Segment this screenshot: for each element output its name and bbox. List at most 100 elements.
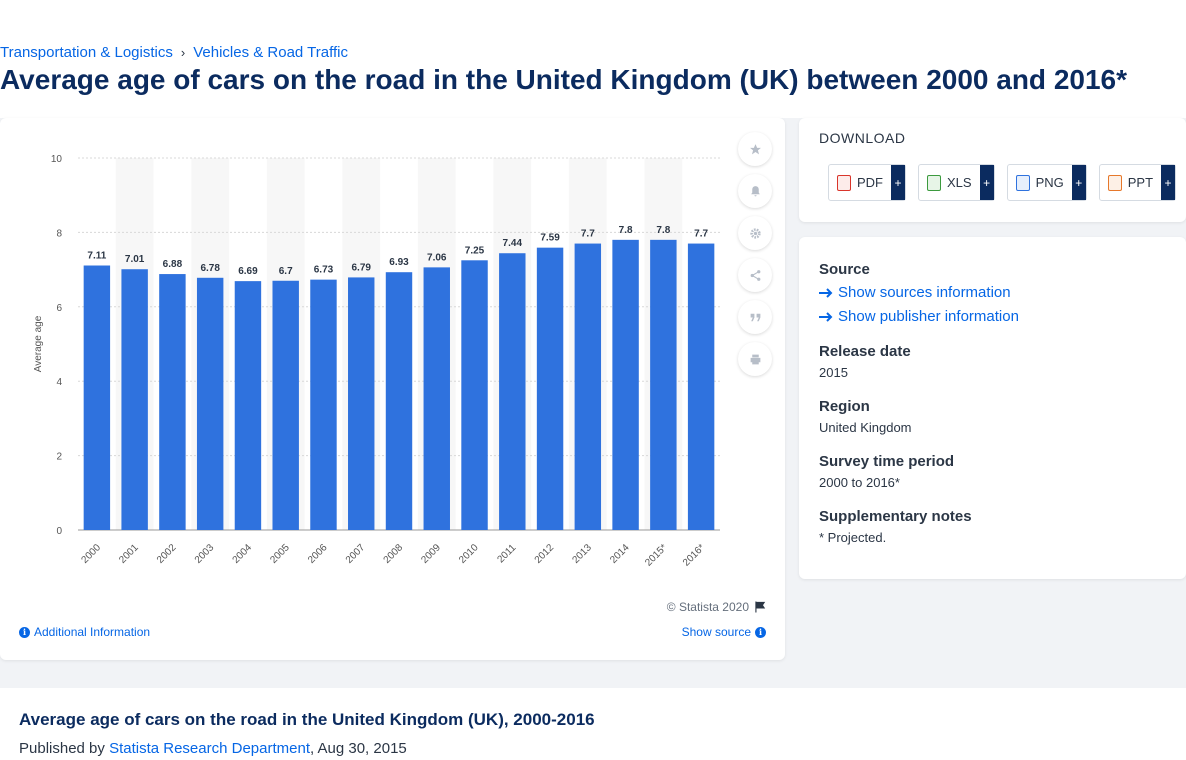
download-xls-button[interactable]: XLS +	[918, 164, 995, 201]
print-button[interactable]	[738, 342, 772, 376]
survey-period-value: 2000 to 2016*	[819, 475, 900, 490]
x-tick-label: 2000	[79, 542, 103, 566]
cite-button[interactable]	[738, 300, 772, 334]
png-file-icon	[1015, 174, 1030, 191]
bar	[196, 277, 224, 530]
data-label: 7.7	[581, 229, 595, 240]
x-tick-label: 2007	[344, 542, 368, 566]
y-tick-label: 0	[56, 526, 62, 537]
download-png-label: PNG	[1035, 175, 1064, 190]
bar	[499, 253, 526, 530]
quote-icon	[750, 313, 760, 321]
x-tick-label: 2010	[457, 542, 481, 566]
x-tick-label: 2004	[231, 542, 255, 566]
chart-toolbar	[738, 132, 772, 376]
survey-period-heading: Survey time period	[819, 453, 955, 470]
info-icon: i	[19, 626, 30, 638]
top-bar	[0, 0, 1186, 36]
x-tick-label: 2006	[306, 542, 330, 566]
data-label: 7.44	[503, 238, 523, 249]
download-ppt-button[interactable]: PPT +	[1098, 164, 1177, 201]
statistic-subtitle: Average age of cars on the road in the U…	[19, 710, 595, 729]
plus-icon: +	[891, 165, 905, 200]
release-date-heading: Release date	[819, 343, 911, 360]
data-label: 6.73	[314, 265, 334, 276]
x-tick-label: 2002	[155, 542, 179, 566]
info-icon: i	[755, 626, 766, 638]
data-label: 6.93	[389, 257, 409, 268]
x-tick-label: 2012	[533, 542, 557, 566]
region-value: United Kingdom	[819, 420, 912, 435]
breadcrumb-link-vehicles[interactable]: Vehicles & Road Traffic	[193, 44, 349, 61]
pdf-file-icon	[837, 174, 851, 191]
supplementary-notes-heading: Supplementary notes	[819, 508, 972, 525]
show-source-link[interactable]: Show source i	[682, 625, 766, 639]
show-sources-label: Show sources information	[838, 284, 1011, 301]
flag-icon[interactable]	[755, 601, 766, 613]
x-tick-label: 2001	[117, 542, 141, 566]
copyright-notice: © Statista 2020	[667, 600, 766, 614]
bar	[385, 272, 413, 530]
data-label: 7.8	[619, 225, 633, 236]
show-publisher-label: Show publisher information	[838, 308, 1019, 325]
bar	[536, 247, 564, 531]
x-tick-label: 2014	[608, 542, 632, 566]
bar	[121, 269, 148, 530]
data-label: 7.25	[465, 245, 485, 256]
ppt-file-icon	[1107, 174, 1122, 191]
published-prefix: Published by	[19, 740, 110, 757]
data-label: 6.7	[279, 266, 293, 277]
download-pdf-button[interactable]: PDF +	[828, 164, 906, 201]
data-label: 6.78	[200, 263, 220, 274]
bar	[574, 243, 602, 530]
page-title: Average age of cars on the road in the U…	[0, 64, 1127, 95]
x-tick-label: 2013	[570, 542, 594, 566]
arrow-right-icon	[819, 311, 833, 322]
bar	[612, 239, 639, 530]
data-label: 7.7	[694, 229, 708, 240]
additional-info-link[interactable]: i Additional Information	[19, 625, 150, 639]
x-tick-label: 2008	[382, 542, 406, 566]
bar	[272, 280, 299, 530]
data-label: 6.88	[163, 259, 183, 270]
plus-icon: +	[1071, 165, 1086, 200]
arrow-right-icon	[819, 287, 833, 298]
source-heading: Source	[819, 261, 870, 278]
notification-button[interactable]	[738, 174, 772, 208]
x-tick-label: 2009	[419, 542, 443, 566]
y-tick-label: 4	[56, 377, 62, 388]
show-publisher-link[interactable]: Show publisher information	[819, 308, 1019, 325]
copyright-text: © Statista 2020	[666, 600, 749, 614]
bar	[687, 243, 715, 530]
x-tick-label: 2005	[268, 542, 292, 566]
settings-button[interactable]	[738, 216, 772, 250]
y-tick-label: 2	[56, 452, 62, 463]
publisher-link[interactable]: Statista Research Department	[109, 740, 310, 757]
header-background	[0, 36, 1186, 118]
x-tick-label: 2003	[193, 542, 217, 566]
share-button[interactable]	[738, 258, 772, 292]
breadcrumb: Transportation & Logistics › Vehicles & …	[0, 44, 348, 61]
x-tick-label: 2015*	[643, 542, 669, 568]
chart-card: 0 2 4 6 8 10 Average age 7.11 2000 7.01 2001 6.88 20…	[0, 118, 785, 660]
show-sources-link[interactable]: Show sources information	[819, 284, 1011, 301]
breadcrumb-link-transportation[interactable]: Transportation & Logistics	[0, 44, 173, 61]
favorite-button[interactable]	[738, 132, 772, 166]
source-card: Source Show sources information Show pub…	[799, 237, 1186, 579]
xls-file-icon	[927, 174, 941, 191]
data-label: 6.79	[352, 262, 372, 273]
bell-icon	[750, 185, 760, 196]
release-date-value: 2015	[819, 365, 848, 380]
statistic-description-card: Average age of cars on the road in the U…	[0, 688, 1186, 760]
download-xls-label: XLS	[947, 175, 972, 190]
share-icon	[750, 269, 760, 281]
download-buttons: PDF + XLS + PNG + PPT +	[828, 164, 1177, 201]
data-label: 7.06	[427, 252, 447, 263]
x-tick-label: 2016*	[681, 542, 707, 568]
additional-info-label: Additional Information	[34, 625, 151, 639]
bar	[83, 265, 111, 530]
bar	[310, 279, 337, 530]
y-tick-label: 6	[56, 303, 62, 314]
bar	[461, 260, 488, 530]
download-png-button[interactable]: PNG +	[1006, 164, 1087, 201]
